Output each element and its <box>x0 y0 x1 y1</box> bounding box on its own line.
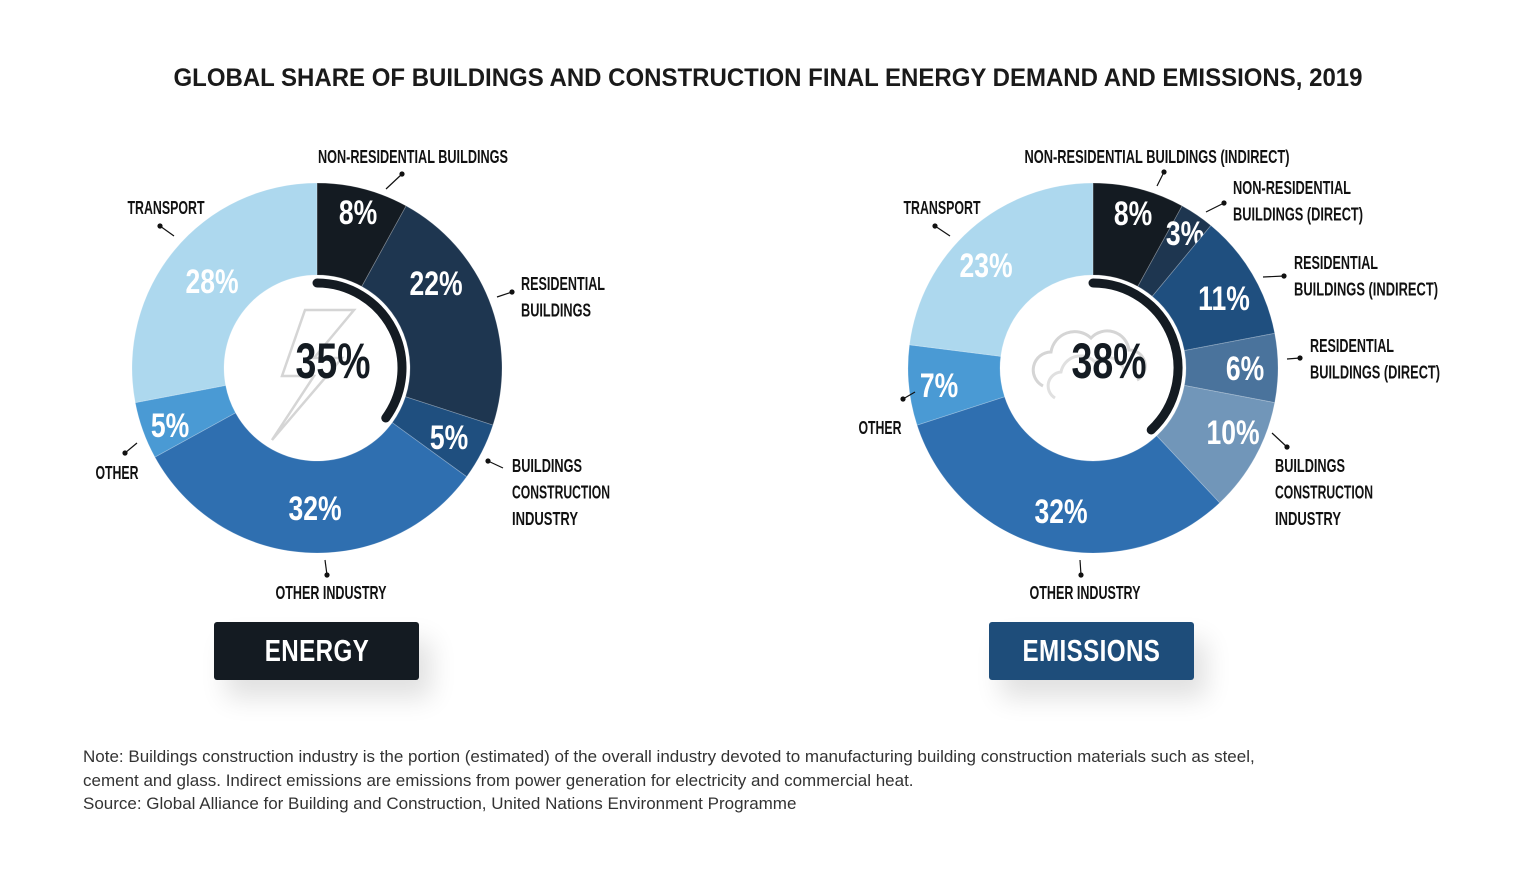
slice-category-label: BUILDINGS <box>512 456 582 476</box>
energy-tag: ENERGY <box>214 622 419 680</box>
slice-value-label: 28% <box>185 263 238 301</box>
center-share-value: 35% <box>295 334 370 389</box>
slice-category-label: OTHER INDUSTRY <box>276 583 387 603</box>
slice-value-label: 32% <box>1034 493 1087 531</box>
slice-category-label: INDUSTRY <box>512 509 578 529</box>
donut-energy: 8% NON-RESIDENTIAL BUILDINGS 22% RESIDENTIA… <box>96 147 611 603</box>
center-share-arc <box>1088 278 1183 435</box>
leader-dot <box>1297 355 1303 361</box>
leader-line <box>487 460 504 469</box>
chart-title: GLOBAL SHARE OF BUILDINGS AND CONSTRUCTI… <box>174 64 1363 92</box>
leader-line <box>159 225 175 237</box>
slice-value-label: 23% <box>959 247 1012 285</box>
slice-value-label: 5% <box>430 419 468 457</box>
leader-dot <box>399 171 405 177</box>
center-share-arc <box>312 278 407 423</box>
slice-value-label: 5% <box>151 407 189 445</box>
leader-dot <box>900 396 906 402</box>
leader-dot <box>1078 572 1084 578</box>
slice-category-label: NON-RESIDENTIAL BUILDINGS <box>318 147 508 167</box>
slice-value-label: 32% <box>288 490 341 528</box>
leader-dot <box>1161 169 1167 175</box>
slice-value-label: 7% <box>920 367 958 405</box>
note-line-2: cement and glass. Indirect emissions are… <box>83 771 914 790</box>
slice-category-label: OTHER INDUSTRY <box>1030 583 1141 603</box>
center-share-value: 38% <box>1071 334 1146 389</box>
slice-category-label: BUILDINGS (DIRECT) <box>1233 205 1363 225</box>
slice-category-label: CONSTRUCTION <box>1275 483 1373 503</box>
slice <box>316 182 407 288</box>
leader-line <box>934 225 951 237</box>
leader-line <box>385 173 403 190</box>
leader-dot <box>324 572 330 578</box>
slice-category-label: BUILDINGS (DIRECT) <box>1310 363 1440 383</box>
slice <box>154 412 468 554</box>
lightning-bolt-icon <box>270 308 357 441</box>
leader-dot <box>1284 444 1290 450</box>
slice <box>909 182 1094 357</box>
slice-value-label: 11% <box>1198 280 1250 318</box>
slice-category-label: NON-RESIDENTIAL <box>1233 178 1351 198</box>
slice <box>1092 182 1183 288</box>
energy-tag-label: ENERGY <box>264 633 369 668</box>
slice <box>361 205 503 426</box>
slice-value-label: 10% <box>1206 414 1259 452</box>
slice-category-label: NON-RESIDENTIAL BUILDINGS (INDIRECT) <box>1025 147 1290 167</box>
leader-dot <box>157 223 163 229</box>
leader-line <box>1205 202 1225 213</box>
emissions-tag: EMISSIONS <box>989 622 1194 680</box>
slice-value-label: 6% <box>1226 350 1264 388</box>
slice <box>391 396 494 478</box>
slice-category-label: OTHER <box>859 418 902 438</box>
leader-dot <box>1221 200 1227 206</box>
slice-value-label: 8% <box>339 194 377 232</box>
source-line: Source: Global Alliance for Building and… <box>83 794 797 813</box>
slice-category-label: BUILDINGS <box>1275 456 1345 476</box>
slice-category-label: TRANSPORT <box>128 198 205 218</box>
slice-category-label: RESIDENTIAL <box>521 274 605 294</box>
leader-line <box>496 291 513 298</box>
slice-category-label: OTHER <box>96 463 139 483</box>
leader-line <box>1271 432 1288 448</box>
cloud-icon <box>1031 329 1147 388</box>
leader-dot <box>122 450 128 456</box>
slice-value-label: 22% <box>409 265 462 303</box>
slice <box>1137 205 1212 297</box>
slice <box>1151 224 1276 352</box>
donut-emissions: 8%NON-RESIDENTIAL BUILDINGS (INDIRECT)3%… <box>859 147 1441 603</box>
note-line-1: Note: Buildings construction industry is… <box>83 747 1255 766</box>
leader-dot <box>1281 273 1287 279</box>
leader-line <box>124 442 138 454</box>
cloud-icon-inner <box>1046 354 1127 400</box>
emissions-tag-label: EMISSIONS <box>1022 633 1161 668</box>
leader-dot <box>485 458 491 464</box>
leader-dot <box>932 223 938 229</box>
leader-line <box>1156 171 1165 187</box>
slice-category-label: BUILDINGS <box>521 301 591 321</box>
slice-category-label: BUILDINGS (INDIRECT) <box>1294 280 1438 300</box>
slice <box>131 182 318 404</box>
leader-dot <box>509 289 515 295</box>
leader-line <box>1262 275 1285 278</box>
slice-value-label: 8% <box>1114 195 1152 233</box>
slice-category-label: INDUSTRY <box>1275 509 1341 529</box>
slice <box>1156 384 1276 504</box>
slice <box>134 384 237 458</box>
slice <box>916 396 1221 554</box>
slice-category-label: RESIDENTIAL <box>1310 336 1394 356</box>
slice-category-label: RESIDENTIAL <box>1294 253 1378 273</box>
slice-category-label: TRANSPORT <box>904 198 981 218</box>
slice-category-label: CONSTRUCTION <box>512 483 610 503</box>
